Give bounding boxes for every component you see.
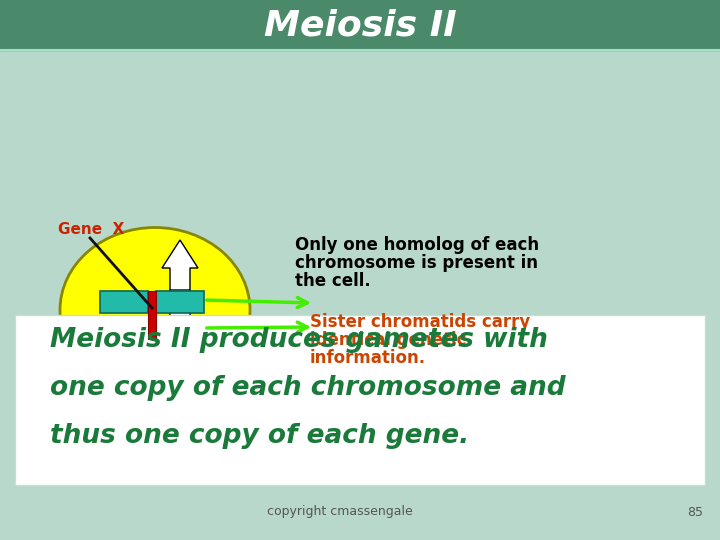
Bar bbox=[156, 291, 204, 313]
Text: copyright cmassengale: copyright cmassengale bbox=[267, 505, 413, 518]
Text: identical genetic: identical genetic bbox=[310, 331, 467, 349]
Bar bbox=[100, 291, 148, 313]
Text: thus one copy of each gene.: thus one copy of each gene. bbox=[50, 423, 469, 449]
Text: Gene  X: Gene X bbox=[58, 222, 125, 238]
Text: chromosome is present in: chromosome is present in bbox=[295, 254, 538, 272]
Ellipse shape bbox=[60, 227, 250, 393]
Text: Meiosis II produces gametes with: Meiosis II produces gametes with bbox=[50, 327, 548, 353]
Text: Sister chromatids carry: Sister chromatids carry bbox=[310, 313, 530, 331]
Text: one copy of each chromosome and: one copy of each chromosome and bbox=[50, 375, 566, 401]
Text: 85: 85 bbox=[687, 505, 703, 518]
Bar bbox=[148, 291, 156, 339]
Bar bbox=[100, 317, 148, 339]
Bar bbox=[156, 317, 204, 339]
Text: Only one homolog of each: Only one homolog of each bbox=[295, 236, 539, 254]
FancyArrow shape bbox=[162, 240, 198, 330]
Bar bbox=[15, 315, 705, 485]
Text: the cell.: the cell. bbox=[295, 272, 371, 290]
Text: information.: information. bbox=[310, 349, 426, 367]
Text: Meiosis II: Meiosis II bbox=[264, 8, 456, 42]
FancyArrow shape bbox=[162, 290, 198, 380]
Bar bbox=[0, 0, 720, 50]
